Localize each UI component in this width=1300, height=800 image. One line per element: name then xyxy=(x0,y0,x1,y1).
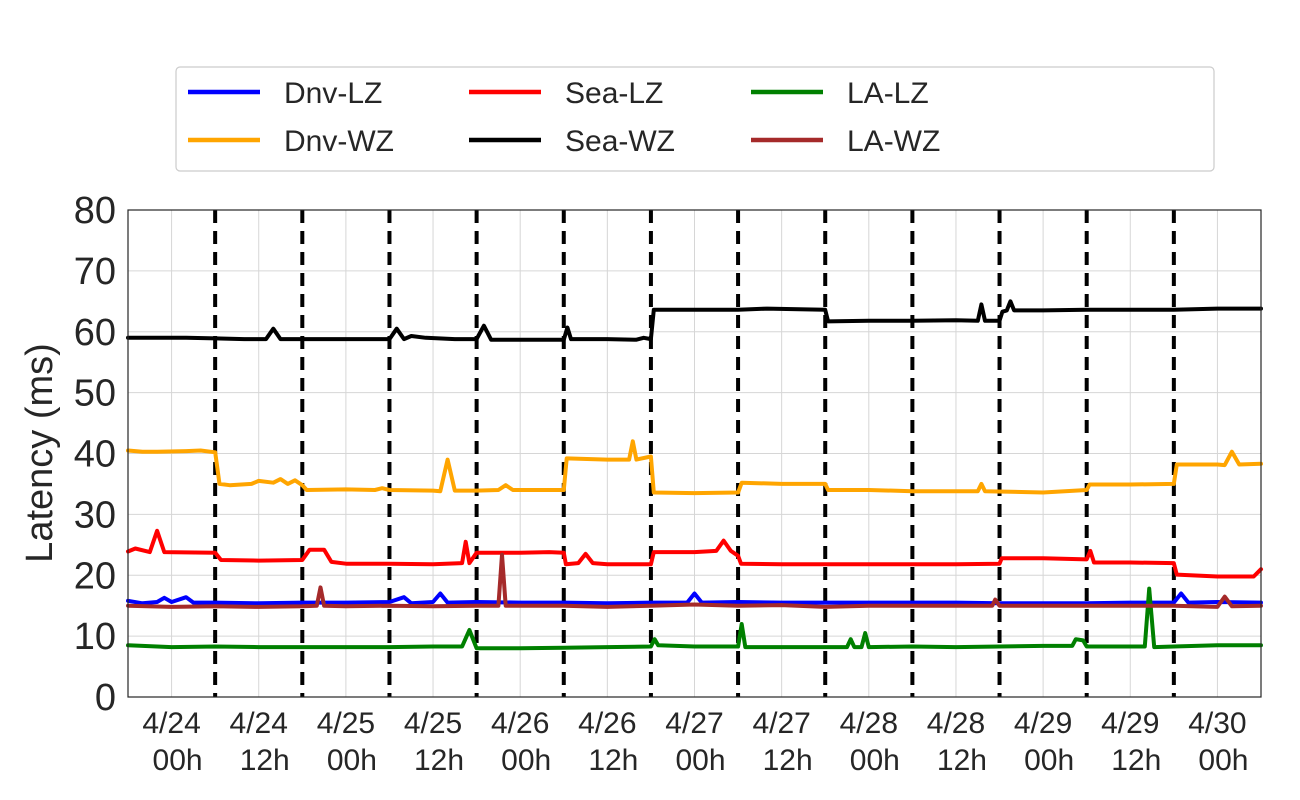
x-tick-label-time: 00h xyxy=(850,744,900,777)
legend-label-la-wz: LA-WZ xyxy=(847,125,940,158)
legend-label-la-lz: LA-LZ xyxy=(847,77,929,110)
y-tick-label: 40 xyxy=(74,434,116,476)
y-tick-label: 70 xyxy=(74,251,116,293)
x-tick-label-time: 00h xyxy=(501,744,551,777)
x-tick-label: 4/30 xyxy=(1188,707,1246,740)
day-boundary-lines xyxy=(213,210,1176,697)
x-tick-label: 4/27 xyxy=(752,707,810,740)
x-tick-label: 4/25 xyxy=(317,707,375,740)
x-axis-ticks: 4/24 00h 4/24 12h 4/25 00h 4/25 12h 4/26 00h 4/26 1… xyxy=(142,707,1248,777)
x-tick-label: 4/29 xyxy=(1014,707,1072,740)
series-line-dnv-wz xyxy=(126,439,1263,496)
x-tick-label-time: 12h xyxy=(937,744,987,777)
series-line-sea-lz xyxy=(126,528,1263,579)
legend-box xyxy=(175,66,1215,172)
x-tick-label: 4/27 xyxy=(665,707,723,740)
x-tick-label: 4/28 xyxy=(927,707,985,740)
series-line-dnv-lz xyxy=(126,591,1263,606)
legend-label-sea-lz: Sea-LZ xyxy=(565,77,663,110)
y-tick-label: 60 xyxy=(74,312,116,354)
x-tick-label-time: 12h xyxy=(414,744,464,777)
legend-label-sea-wz: Sea-WZ xyxy=(565,125,675,158)
x-tick-label-time: 12h xyxy=(240,744,290,777)
x-tick-label: 4/26 xyxy=(491,707,549,740)
y-tick-label: 20 xyxy=(74,555,116,597)
y-tick-label: 80 xyxy=(74,190,116,232)
grid xyxy=(128,209,1261,698)
series-line-la-wz xyxy=(126,552,1263,609)
y-tick-label: 50 xyxy=(74,373,116,415)
y-tick-label: 0 xyxy=(95,677,116,719)
series-lines xyxy=(126,299,1263,651)
series-line-la-lz xyxy=(126,586,1263,651)
legend-label-dnv-lz: Dnv-LZ xyxy=(284,77,382,110)
y-axis-ticks: 0 10 20 30 40 50 60 70 80 xyxy=(74,190,116,719)
y-axis-label: Latency (ms) xyxy=(19,343,61,563)
legend: Dnv-LZ Dnv-WZ Sea-LZ Sea-WZ LA-LZ LA-WZ xyxy=(175,66,1215,172)
x-tick-label-time: 00h xyxy=(327,744,377,777)
x-tick-label-time: 00h xyxy=(675,744,725,777)
y-tick-label: 30 xyxy=(74,494,116,536)
y-tick-label: 10 xyxy=(74,616,116,658)
x-tick-label-time: 00h xyxy=(1024,744,1074,777)
x-tick-label-time: 12h xyxy=(588,744,638,777)
series-line-sea-wz xyxy=(126,299,1263,342)
x-tick-label: 4/28 xyxy=(840,707,898,740)
x-tick-label: 4/29 xyxy=(1101,707,1159,740)
x-tick-label: 4/24 xyxy=(230,707,288,740)
x-tick-label: 4/26 xyxy=(578,707,636,740)
x-tick-label: 4/25 xyxy=(404,707,462,740)
x-tick-label-time: 00h xyxy=(1198,744,1248,777)
x-tick-label-time: 00h xyxy=(153,744,203,777)
x-tick-label-time: 12h xyxy=(763,744,813,777)
legend-label-dnv-wz: Dnv-WZ xyxy=(284,125,394,158)
x-tick-label-time: 12h xyxy=(1111,744,1161,777)
plot-frame xyxy=(127,209,1262,698)
x-tick-label: 4/24 xyxy=(142,707,200,740)
